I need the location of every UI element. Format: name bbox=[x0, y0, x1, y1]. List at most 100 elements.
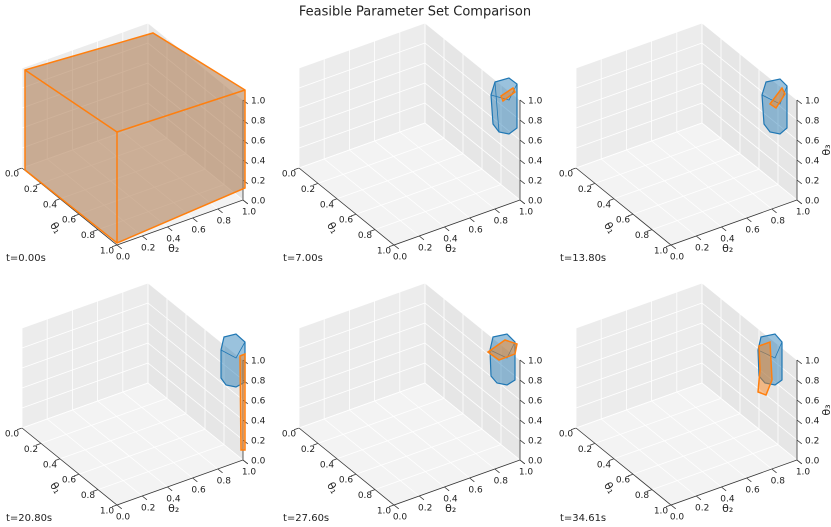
tick-mark bbox=[796, 199, 803, 205]
tick-mark bbox=[519, 159, 526, 165]
tick-mark bbox=[796, 99, 803, 105]
tick-mark bbox=[331, 458, 338, 461]
grid-line bbox=[575, 282, 703, 329]
subplot-caption: t=7.00s bbox=[283, 253, 323, 264]
y-tick-label: 0.0 bbox=[393, 253, 408, 263]
tick-mark bbox=[589, 183, 596, 186]
edge bbox=[494, 81, 500, 133]
grid-line bbox=[298, 42, 426, 89]
grid-line bbox=[424, 382, 521, 461]
z-tick-label: 0.8 bbox=[251, 117, 266, 127]
tick-mark bbox=[92, 229, 99, 232]
axes: 0.00.20.40.60.81.00.00.20.40.60.81.00.00… bbox=[5, 282, 266, 523]
tick-mark bbox=[92, 489, 99, 492]
z-tick-label: 0.8 bbox=[805, 117, 820, 127]
feasible-set-orange bbox=[500, 86, 516, 103]
tick-mark bbox=[519, 179, 526, 185]
tick-mark bbox=[519, 379, 526, 385]
x-tick-label: 0.2 bbox=[301, 185, 315, 195]
z-axis-label: θ₃ bbox=[820, 404, 831, 415]
tick-mark bbox=[494, 208, 500, 214]
z-tick-label: 0.0 bbox=[251, 457, 266, 467]
tick-mark bbox=[111, 244, 118, 248]
tick-mark bbox=[746, 477, 752, 483]
tick-mark bbox=[217, 208, 223, 214]
tick-mark bbox=[369, 489, 376, 492]
x-tick-label: 0.6 bbox=[62, 476, 77, 486]
z-tick-label: 1.0 bbox=[528, 97, 543, 107]
x-tick-label: 1.0 bbox=[654, 507, 669, 517]
subplot: 0.00.20.40.60.81.00.00.20.40.60.81.00.00… bbox=[282, 282, 543, 524]
grid-line bbox=[298, 282, 426, 329]
y-tick-label: 0.0 bbox=[116, 513, 131, 523]
y-tick-label: 0.0 bbox=[393, 513, 408, 523]
subplot-caption: t=27.60s bbox=[283, 513, 329, 524]
grid-line bbox=[701, 22, 798, 101]
y-tick-label: 0.0 bbox=[670, 253, 685, 263]
grid-line bbox=[701, 362, 798, 441]
grid-line bbox=[424, 362, 521, 441]
y-tick-label: 0.2 bbox=[141, 504, 155, 514]
grid-line bbox=[701, 322, 798, 401]
grid-line bbox=[575, 42, 703, 89]
y-tick-label: 0.8 bbox=[217, 477, 232, 487]
tick-mark bbox=[444, 486, 450, 492]
grid-line bbox=[651, 400, 747, 479]
axes: 0.00.20.40.60.81.00.00.20.40.60.81.00.00… bbox=[559, 282, 831, 523]
grid-line bbox=[317, 398, 445, 444]
y-tick-label: 1.0 bbox=[242, 468, 257, 478]
tick-mark bbox=[141, 235, 148, 241]
tick-mark bbox=[796, 419, 803, 425]
grid-line bbox=[147, 322, 244, 401]
grid-line bbox=[424, 302, 521, 381]
z-tick-label: 0.6 bbox=[805, 397, 820, 407]
z-tick-label: 0.0 bbox=[805, 197, 820, 207]
x-tick-label: 0.8 bbox=[358, 231, 373, 241]
x-tick-label: 0.8 bbox=[358, 491, 373, 501]
grid-line bbox=[97, 444, 225, 490]
tick-mark bbox=[35, 443, 42, 446]
grid-line bbox=[676, 131, 773, 210]
grid-line bbox=[72, 409, 168, 488]
grid-line bbox=[21, 22, 149, 69]
tick-mark bbox=[293, 167, 300, 171]
tick-mark bbox=[796, 119, 803, 125]
x-tick-label: 0.6 bbox=[339, 216, 354, 226]
tick-mark bbox=[519, 399, 526, 405]
y-tick-label: 1.0 bbox=[796, 468, 811, 478]
grid-line bbox=[59, 413, 187, 460]
tick-mark bbox=[192, 217, 198, 223]
grid-line bbox=[298, 302, 426, 349]
grid-line bbox=[355, 168, 483, 215]
z-tick-label: 0.2 bbox=[528, 437, 542, 447]
feasible-set-blue bbox=[757, 333, 783, 386]
y-tick-label: 0.2 bbox=[695, 504, 709, 514]
z-tick-label: 0.2 bbox=[805, 437, 819, 447]
grid-line bbox=[147, 282, 244, 361]
tick-mark bbox=[570, 427, 577, 431]
y-tick-label: 0.0 bbox=[670, 513, 685, 523]
tick-mark bbox=[665, 504, 672, 508]
grid-line bbox=[122, 391, 219, 470]
grid-line bbox=[298, 82, 426, 129]
subplot-caption: t=0.00s bbox=[6, 253, 46, 264]
grid-line bbox=[651, 444, 779, 490]
tick-mark bbox=[167, 486, 173, 492]
grid-line bbox=[40, 398, 168, 444]
tick-mark bbox=[444, 226, 450, 232]
grid-line bbox=[424, 82, 521, 161]
tick-mark bbox=[167, 226, 173, 232]
grid-line bbox=[575, 382, 703, 429]
z-tick-label: 0.6 bbox=[528, 137, 543, 147]
tick-mark bbox=[312, 183, 319, 186]
tick-mark bbox=[73, 473, 80, 477]
y-tick-label: 0.4 bbox=[443, 495, 458, 505]
grid-line bbox=[424, 22, 521, 101]
axes: 0.00.20.40.60.81.00.00.20.40.60.81.00.00… bbox=[282, 22, 543, 263]
tick-mark bbox=[796, 399, 803, 405]
tick-mark bbox=[116, 244, 123, 250]
right-pane bbox=[702, 23, 797, 200]
x-tick-label: 0.2 bbox=[24, 185, 38, 195]
grid-line bbox=[632, 428, 760, 475]
tick-mark bbox=[141, 495, 148, 501]
